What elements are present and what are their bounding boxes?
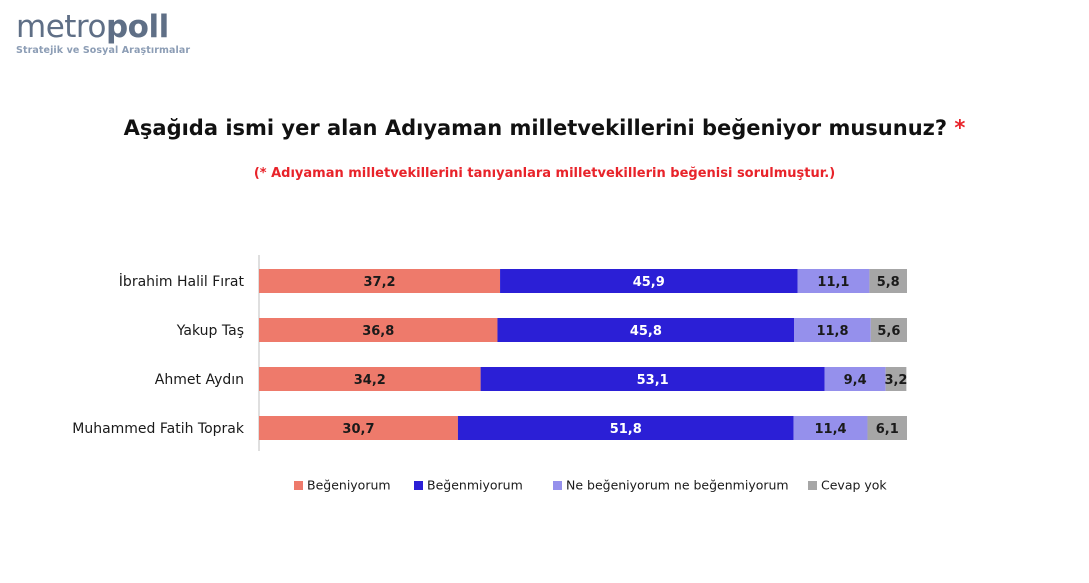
legend-label-3: Ne beğeniyorum ne beğenmiyorum [566, 478, 789, 493]
legend-label-4: Cevap yok [821, 478, 887, 493]
bar-segment-2 [497, 318, 795, 342]
category-label: İbrahim Halil Fırat [119, 272, 245, 290]
data-label: 9,4 [844, 373, 867, 388]
legend-swatch-3 [553, 481, 562, 490]
data-label: 6,1 [876, 422, 899, 437]
bar-segment-3 [793, 416, 868, 440]
bar-segment-4 [867, 416, 907, 440]
bar-segment-1 [259, 416, 458, 440]
logo-word-light: metro [16, 9, 106, 45]
logo-tagline: Stratejik ve Sosyal Araştırmalar [16, 45, 191, 56]
bar-segment-2 [457, 416, 794, 440]
bar-segment-2 [480, 367, 825, 391]
metropoll-logo: metropoll Stratejik ve Sosyal Araştırmal… [16, 10, 190, 56]
category-label: Muhammed Fatih Toprak [72, 421, 245, 437]
category-label: Ahmet Aydın [155, 372, 244, 388]
data-label: 53,1 [637, 373, 669, 388]
data-label: 37,2 [363, 275, 395, 290]
legend-label-1: Beğeniyorum [307, 478, 391, 493]
data-label: 30,7 [342, 422, 374, 437]
data-label: 34,2 [354, 373, 386, 388]
chart-title-text: Aşağıda ismi yer alan Adıyaman milletvek… [123, 116, 948, 140]
data-label: 51,8 [610, 422, 642, 437]
data-label: 11,4 [815, 422, 847, 437]
data-label: 36,8 [362, 324, 394, 339]
bar-segment-4 [869, 269, 907, 293]
data-label: 5,6 [877, 324, 900, 339]
chart-title: Aşağıda ismi yer alan Adıyaman milletvek… [0, 116, 1089, 140]
logo-word-bold: poll [105, 9, 169, 45]
legend-swatch-2 [414, 481, 423, 490]
legend-label-2: Beğenmiyorum [427, 478, 523, 493]
data-label: 3,2 [884, 373, 907, 388]
bar-segment-4 [885, 367, 907, 391]
bar-segment-3 [797, 269, 870, 293]
legend-swatch-1 [294, 481, 303, 490]
data-label: 11,1 [817, 275, 849, 290]
bar-segment-1 [259, 269, 501, 293]
bar-segment-2 [500, 269, 798, 293]
bar-segment-4 [870, 318, 907, 342]
logo-wordmark: metropoll [16, 10, 190, 44]
bar-segment-1 [259, 318, 498, 342]
bar-segment-3 [794, 318, 871, 342]
chart-title-asterisk: * [954, 116, 966, 140]
chart-subtitle: (* Adıyaman milletvekillerini tanıyanlar… [253, 166, 836, 181]
data-label: 5,8 [877, 275, 900, 290]
data-label: 45,9 [633, 275, 665, 290]
bar-segment-1 [259, 367, 481, 391]
data-label: 45,8 [630, 324, 662, 339]
bar-segment-3 [824, 367, 886, 391]
data-label: 11,8 [816, 324, 848, 339]
legend-swatch-4 [808, 481, 817, 490]
category-label: Yakup Taş [176, 323, 244, 339]
